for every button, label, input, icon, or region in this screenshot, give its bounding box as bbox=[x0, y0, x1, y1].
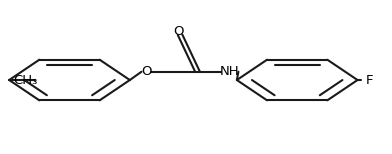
Text: F: F bbox=[365, 73, 373, 87]
Text: CH₃: CH₃ bbox=[13, 73, 38, 87]
Text: NH: NH bbox=[220, 65, 240, 78]
Text: O: O bbox=[141, 65, 151, 78]
Text: O: O bbox=[173, 25, 184, 38]
